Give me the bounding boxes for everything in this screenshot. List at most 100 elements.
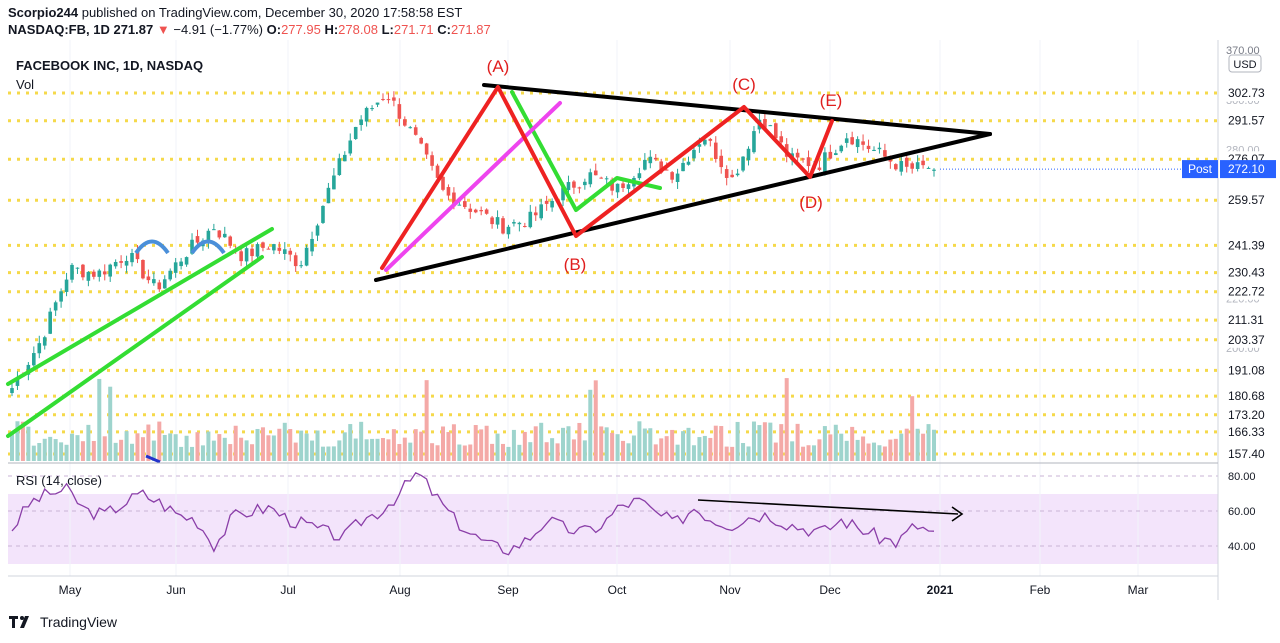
arrow-head-icon bbox=[951, 506, 964, 522]
volume-bar bbox=[364, 439, 369, 461]
volume-bar bbox=[811, 445, 816, 461]
volume-bar bbox=[544, 442, 549, 461]
volume-bar bbox=[517, 444, 522, 461]
volume-bar bbox=[681, 431, 686, 461]
candle-body bbox=[293, 255, 298, 267]
candle-body bbox=[173, 262, 178, 273]
volume-bar bbox=[795, 423, 800, 461]
volume-bar bbox=[882, 446, 887, 461]
volume-bar bbox=[822, 426, 827, 461]
head-arc-left[interactable] bbox=[134, 239, 170, 255]
candle-body bbox=[823, 152, 827, 174]
candle-body bbox=[490, 217, 494, 225]
candle-body bbox=[697, 144, 702, 147]
volume-bar bbox=[91, 440, 96, 461]
candle-body bbox=[795, 152, 800, 158]
volume-bar bbox=[310, 440, 315, 461]
publisher-name[interactable]: Scorpio244 bbox=[8, 5, 79, 20]
candle-body bbox=[430, 155, 434, 166]
candle-body bbox=[304, 247, 309, 266]
volume-bar bbox=[801, 446, 806, 461]
volume-bar bbox=[932, 429, 936, 461]
volume-bar bbox=[506, 446, 511, 461]
candle-body bbox=[915, 162, 920, 169]
price-axis[interactable]: 370.00300.00280.00220.00200.00302.73291.… bbox=[940, 45, 1276, 462]
candle-body bbox=[888, 159, 893, 162]
lower-triangle-line[interactable] bbox=[374, 132, 992, 282]
volume-bar bbox=[380, 438, 385, 461]
level-label-bg bbox=[1220, 237, 1276, 254]
down-arrow-icon: ▼ bbox=[156, 22, 170, 37]
elliott-wave-zigzag[interactable] bbox=[380, 85, 834, 270]
volume-bar bbox=[282, 422, 287, 461]
candle-body bbox=[910, 163, 914, 169]
volume-bar bbox=[184, 435, 189, 461]
candle-body bbox=[719, 155, 724, 168]
candle-body bbox=[577, 187, 582, 189]
candle-body bbox=[75, 267, 80, 269]
candle-body bbox=[348, 140, 353, 154]
volume-bar bbox=[659, 438, 664, 461]
volume-bar bbox=[888, 439, 893, 461]
candle-body bbox=[282, 249, 287, 254]
volume-legend: Vol bbox=[16, 77, 34, 92]
time-axis[interactable]: May Jun Jul Aug Sep Oct Nov Dec 2021 Feb Mar bbox=[59, 583, 1149, 597]
price-change: −4.91 (−1.77%) bbox=[173, 22, 263, 37]
volume-bar bbox=[899, 433, 904, 461]
volume-bar bbox=[10, 434, 14, 461]
candle-body bbox=[10, 388, 14, 394]
wave-label: (E) bbox=[820, 91, 843, 110]
volume-bar bbox=[691, 445, 696, 461]
rsi-divergence-arrow[interactable] bbox=[697, 499, 959, 515]
volume-bar bbox=[228, 444, 233, 461]
candle-body bbox=[479, 210, 483, 212]
volume-bar bbox=[604, 427, 609, 461]
upper-triangle-line[interactable] bbox=[482, 83, 992, 136]
volume-bar bbox=[70, 433, 75, 461]
candle-body bbox=[583, 181, 587, 186]
volume-bar bbox=[102, 436, 107, 461]
candle-body bbox=[179, 261, 183, 267]
level-label-bg bbox=[1220, 331, 1276, 348]
level-price-label: 291.57 bbox=[1228, 114, 1265, 128]
trendline-drawings[interactable] bbox=[6, 83, 992, 464]
volume-bar bbox=[59, 442, 64, 461]
close-label: C: bbox=[437, 22, 451, 37]
volume-bar bbox=[462, 445, 467, 461]
volume-bar bbox=[713, 425, 718, 461]
volume-bar bbox=[631, 435, 636, 461]
volume-bar bbox=[670, 429, 675, 461]
volume-bar bbox=[359, 421, 364, 461]
candle-body bbox=[141, 259, 145, 279]
channel-lower-line[interactable] bbox=[6, 255, 264, 438]
candle-body bbox=[806, 157, 811, 167]
candle-body bbox=[239, 251, 243, 262]
volume-bar bbox=[402, 437, 407, 461]
candle-body bbox=[446, 187, 451, 196]
green-zigzag[interactable] bbox=[510, 90, 662, 212]
candle-body bbox=[386, 99, 391, 101]
candle-body bbox=[59, 291, 63, 302]
time-tick: Nov bbox=[719, 583, 740, 597]
level-price-label: 157.40 bbox=[1228, 447, 1265, 461]
level-price-label: 222.72 bbox=[1228, 285, 1265, 299]
candle-body bbox=[703, 139, 707, 145]
candle-body bbox=[855, 139, 860, 148]
footer-brand[interactable]: TradingView bbox=[40, 614, 118, 630]
candle-body bbox=[752, 131, 756, 153]
candle-body bbox=[392, 97, 396, 101]
volume-bar bbox=[331, 446, 336, 461]
head-arc-right[interactable] bbox=[190, 239, 226, 255]
channel-upper-line[interactable] bbox=[6, 227, 274, 386]
volume-bar bbox=[353, 438, 358, 461]
currency-badge[interactable]: USD bbox=[1228, 54, 1262, 73]
blue-stroke bbox=[145, 454, 161, 464]
magenta-trendline[interactable] bbox=[384, 101, 562, 272]
volume-bar bbox=[566, 426, 571, 461]
candle-body bbox=[637, 173, 642, 179]
volume-bar bbox=[337, 440, 342, 461]
volume-bar bbox=[64, 444, 69, 461]
currency-label: USD bbox=[1233, 59, 1256, 71]
volume-bar bbox=[730, 446, 735, 461]
